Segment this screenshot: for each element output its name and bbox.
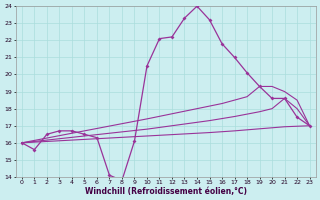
X-axis label: Windchill (Refroidissement éolien,°C): Windchill (Refroidissement éolien,°C) <box>85 187 247 196</box>
